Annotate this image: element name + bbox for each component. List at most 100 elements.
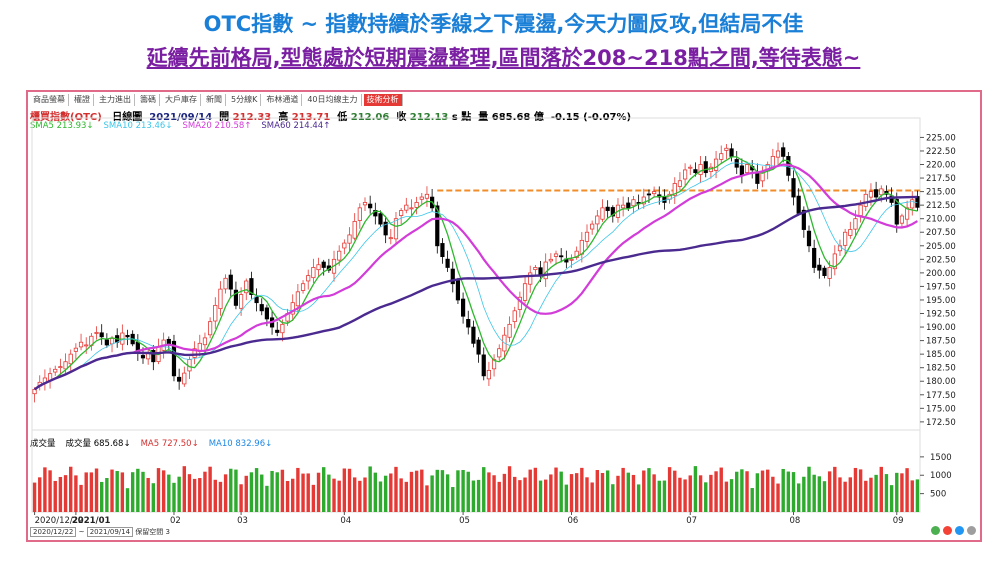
volume-bar <box>58 476 63 512</box>
volume-bar <box>564 484 569 512</box>
zoom-in-icon[interactable] <box>931 526 940 535</box>
volume-bar <box>394 466 398 512</box>
tab-6[interactable]: 5分線K <box>228 94 262 106</box>
candle-body <box>569 258 574 261</box>
candle-body <box>368 203 373 209</box>
price-tick-label: 197.50 <box>926 282 956 292</box>
candle-body <box>528 272 533 285</box>
volume-bar <box>347 468 352 512</box>
volume-bar <box>69 466 73 512</box>
volume-bar <box>543 479 548 512</box>
volume-legend-item-1: 成交量 685.68↓ <box>65 439 131 449</box>
volume-bar <box>714 471 718 512</box>
volume-bar <box>399 478 403 512</box>
volume-bar <box>363 477 367 512</box>
sma-legend-item-0: SMA5 213.93↓ <box>30 121 94 131</box>
volume-bar <box>146 477 150 512</box>
candle-body <box>595 215 600 225</box>
volume-bar <box>229 468 233 512</box>
volume-bar <box>569 474 574 512</box>
volume-bar <box>270 470 274 512</box>
tab-3[interactable]: 籌碼 <box>137 94 160 106</box>
volume-bar <box>745 471 749 512</box>
tab-7[interactable]: 布林通道 <box>263 94 303 106</box>
candle-body <box>584 231 590 242</box>
sma10-line <box>34 162 918 390</box>
volume-bar <box>554 467 558 512</box>
tab-8[interactable]: 40日均線主力 <box>304 94 362 106</box>
candle-body <box>827 267 832 279</box>
volume-bar <box>719 467 723 512</box>
refresh-icon[interactable] <box>955 526 964 535</box>
volume-bar <box>440 470 445 512</box>
sma5-line <box>34 156 918 390</box>
candle-body <box>125 334 130 338</box>
volume-bar <box>642 470 646 512</box>
settings-icon[interactable] <box>967 526 976 535</box>
reserve-value[interactable]: 3 <box>165 528 170 536</box>
candle-body <box>677 180 683 187</box>
candle-body <box>316 264 321 271</box>
date-range-bar: 2020/12/22 ~ 2021/09/14 保留空間 3 <box>30 527 170 537</box>
month-label: 2020/12/22 <box>35 516 84 526</box>
candle-body <box>915 196 920 208</box>
candle-body <box>373 209 378 217</box>
candle-body <box>646 193 652 196</box>
candle-body <box>817 264 822 271</box>
tab-0[interactable]: 商品螢幕 <box>30 94 69 106</box>
candle-body <box>889 195 894 203</box>
tab-1[interactable]: 權證 <box>71 94 94 106</box>
volume-tick-label: 1000 <box>930 471 952 481</box>
candle-body <box>383 221 388 236</box>
candle-body <box>858 204 863 216</box>
tab-9[interactable]: 技術分析 <box>363 94 403 106</box>
candle-body <box>899 215 905 224</box>
volume-bar <box>435 469 439 512</box>
tab-4[interactable]: 大戶庫存 <box>162 94 201 106</box>
volume-bar <box>910 480 914 512</box>
tab-5[interactable]: 新聞 <box>203 94 226 106</box>
candle-body <box>342 242 347 249</box>
candle-body <box>171 340 177 377</box>
volume-bar <box>223 474 228 512</box>
candle-body <box>548 258 553 262</box>
range-from[interactable]: 2020/12/22 <box>30 527 77 537</box>
volume-bar <box>647 468 651 512</box>
candle-body <box>471 326 476 344</box>
candle-body <box>337 250 342 261</box>
month-label: 04 <box>340 516 351 526</box>
month-label: 06 <box>568 516 579 526</box>
volume-bar <box>497 481 501 512</box>
volume-bar <box>404 481 409 512</box>
volume-bar <box>595 470 600 512</box>
volume-bar <box>161 470 166 512</box>
candle-body <box>879 188 884 196</box>
volume-bar <box>740 469 744 512</box>
candle-body <box>409 207 414 210</box>
volume-bar <box>827 471 832 512</box>
volume-bar <box>285 480 290 512</box>
candle-body <box>522 283 528 301</box>
zoom-out-icon[interactable] <box>943 526 952 535</box>
candle-body <box>652 191 657 195</box>
volume-bar <box>280 469 285 512</box>
volume-bar <box>776 483 780 512</box>
tab-2[interactable]: 主力進出 <box>96 94 135 106</box>
month-label: 05 <box>459 516 470 526</box>
candle-body <box>744 164 750 173</box>
candle-body <box>352 220 357 239</box>
candle-body <box>249 278 254 295</box>
volume-legend-item-2: MA5 727.50↓ <box>140 439 199 449</box>
volume-bar <box>492 475 496 512</box>
candle-body <box>874 189 879 198</box>
volume-bar <box>900 473 904 512</box>
volume-bar <box>213 479 217 512</box>
volume-bar <box>182 466 187 512</box>
range-to[interactable]: 2021/09/14 <box>86 527 134 537</box>
candle-body <box>781 147 786 157</box>
candle-body <box>419 196 424 200</box>
candle-body <box>775 150 781 158</box>
reserve-label: 保留空間 <box>135 528 164 536</box>
volume-bar <box>203 471 207 512</box>
candle-body <box>682 169 688 180</box>
